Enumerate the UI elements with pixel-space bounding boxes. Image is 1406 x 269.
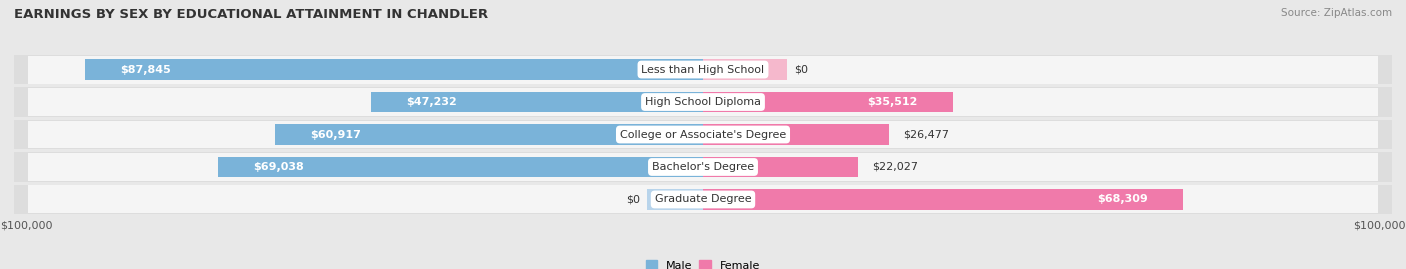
Bar (703, 125, 889, 144)
Bar (703, 157, 858, 177)
Text: High School Diploma: High School Diploma (645, 97, 761, 107)
Text: $100,000: $100,000 (0, 221, 52, 231)
Bar (14, 55, 1392, 84)
Text: $47,232: $47,232 (406, 97, 457, 107)
Text: $87,845: $87,845 (121, 65, 172, 75)
Text: Source: ZipAtlas.com: Source: ZipAtlas.com (1281, 8, 1392, 18)
Text: Less than High School: Less than High School (641, 65, 765, 75)
Bar (28, 153, 1378, 181)
Text: $69,038: $69,038 (253, 162, 304, 172)
Text: $0: $0 (626, 194, 640, 204)
Legend: Male, Female: Male, Female (641, 256, 765, 269)
Bar (703, 189, 1184, 210)
Bar (28, 186, 1378, 213)
Text: $68,309: $68,309 (1097, 194, 1149, 204)
Bar (86, 59, 703, 80)
Bar (371, 92, 703, 112)
Bar (28, 56, 1378, 83)
Text: $35,512: $35,512 (868, 97, 918, 107)
Text: Graduate Degree: Graduate Degree (655, 194, 751, 204)
Text: $100,000: $100,000 (1354, 221, 1406, 231)
Bar (28, 88, 1378, 116)
Bar (218, 157, 703, 177)
Bar (703, 59, 787, 80)
Text: EARNINGS BY SEX BY EDUCATIONAL ATTAINMENT IN CHANDLER: EARNINGS BY SEX BY EDUCATIONAL ATTAINMEN… (14, 8, 488, 21)
Text: College or Associate's Degree: College or Associate's Degree (620, 129, 786, 140)
Bar (14, 87, 1392, 117)
Bar (28, 121, 1378, 148)
Text: $60,917: $60,917 (309, 129, 361, 140)
Bar (14, 120, 1392, 149)
Text: $22,027: $22,027 (872, 162, 918, 172)
Text: $0: $0 (794, 65, 808, 75)
Text: Bachelor's Degree: Bachelor's Degree (652, 162, 754, 172)
Bar (703, 92, 953, 112)
Bar (274, 125, 703, 144)
Text: $26,477: $26,477 (903, 129, 949, 140)
Bar (14, 185, 1392, 214)
Bar (647, 189, 703, 210)
Bar (14, 152, 1392, 182)
